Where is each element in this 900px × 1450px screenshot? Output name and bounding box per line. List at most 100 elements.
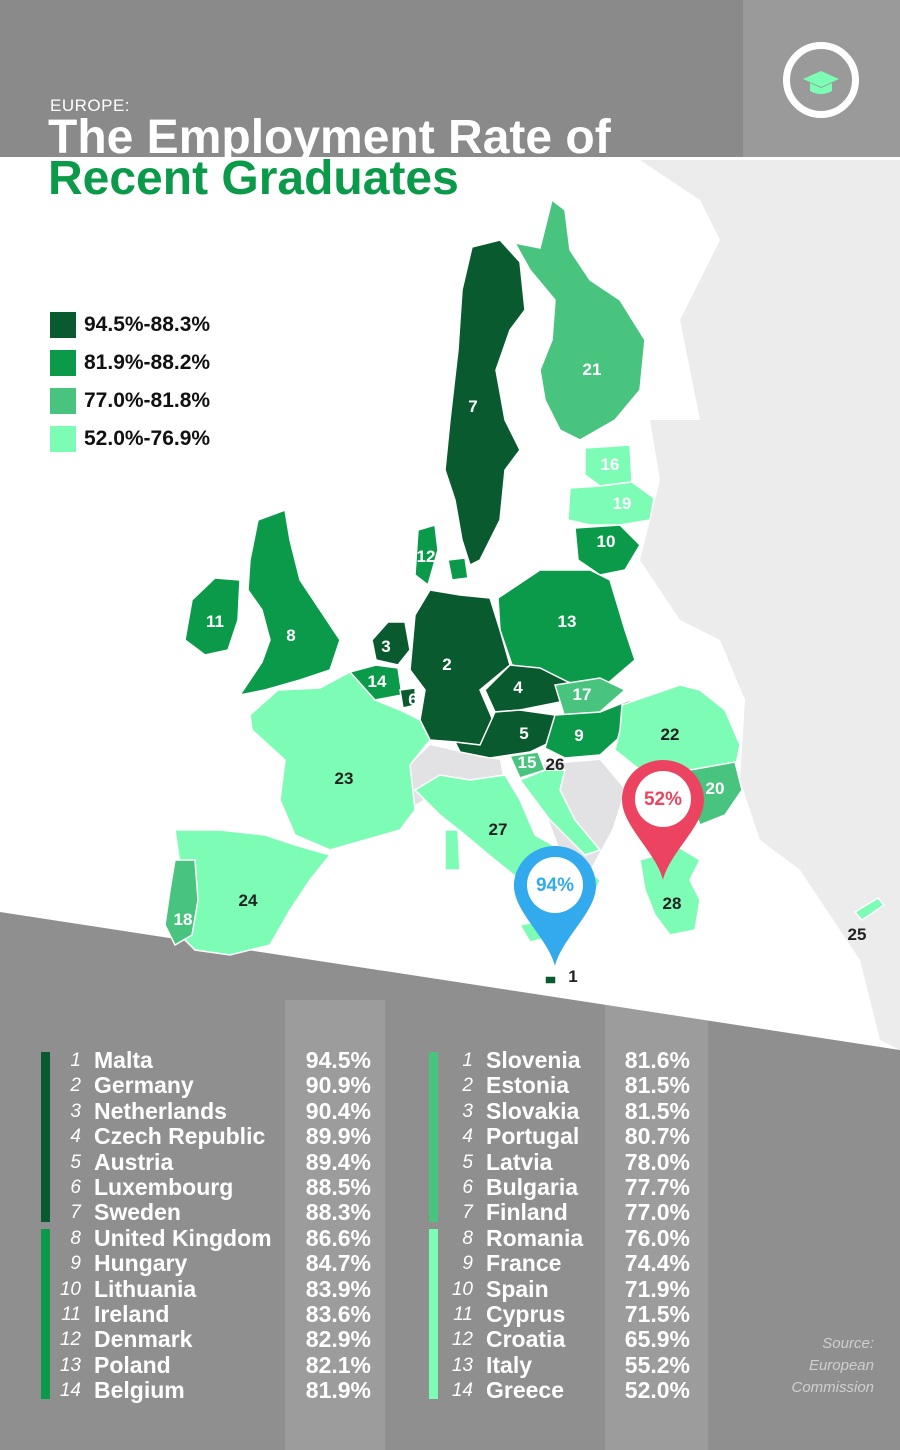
employment-rate: 52.0%: [624, 1377, 690, 1404]
map-label-romania: 22: [660, 725, 680, 744]
map-label-denmark: 12: [416, 547, 436, 566]
pin-marker-red: [622, 760, 704, 880]
rank-number: 13: [59, 1354, 81, 1376]
country-portugal: [164, 859, 199, 947]
employment-rate: 71.9%: [624, 1275, 690, 1302]
source-name-line2: Commission: [791, 1379, 874, 1396]
source-note: Source: European Commission: [770, 1333, 874, 1399]
country-name: Hungary: [94, 1250, 188, 1277]
ranking-row: 10 Spain 71.9%: [435, 1275, 691, 1302]
title-line-1: The Employment Rate of: [48, 112, 611, 157]
rank-number: 8: [462, 1227, 473, 1249]
country-lithuania: [574, 524, 641, 576]
rank-number: 9: [462, 1253, 473, 1275]
rankings-table-right: 1 Slovenia 81.6% 2 Estonia 81.5% 3 Slovakia 81.5…: [435, 1047, 691, 1404]
ranking-row: 2 Estonia 81.5%: [435, 1072, 691, 1099]
legend-swatch: [50, 312, 76, 338]
map-label-croatia: 26: [545, 755, 565, 774]
employment-rate: 88.5%: [305, 1173, 371, 1200]
ranking-row: 13 Italy 55.2%: [435, 1351, 691, 1378]
employment-rate: 55.2%: [624, 1351, 690, 1378]
rank-number: 2: [462, 1075, 473, 1097]
map-label-sweden: 7: [468, 397, 478, 416]
ranking-row: 3 Netherlands 90.4%: [43, 1097, 373, 1124]
country-name: Belgium: [94, 1377, 185, 1404]
rank-number: 13: [451, 1354, 473, 1376]
map-label-hungary: 9: [574, 726, 584, 745]
country-name: Croatia: [486, 1326, 566, 1353]
tier-bar-3: [429, 1052, 438, 1222]
ranking-row: 9 France 74.4%: [435, 1250, 691, 1276]
rankings-table-left: 1 Malta 94.5% 2 Germany 90.9% 3 Netherlands 90.4…: [43, 1047, 373, 1404]
rank-number: 3: [462, 1100, 473, 1122]
ranking-row: 4 Portugal 80.7%: [435, 1123, 691, 1150]
legend-swatch: [50, 350, 76, 376]
ranking-row: 8 Romania 76.0%: [435, 1224, 691, 1251]
employment-rate: 84.7%: [305, 1250, 371, 1277]
rank-number: 14: [451, 1380, 473, 1402]
country-united-kingdom: [238, 508, 341, 697]
country-slovakia: [554, 677, 627, 719]
rank-number: 10: [451, 1278, 473, 1300]
employment-rate: 81.6%: [624, 1047, 690, 1073]
country-name: United Kingdom: [94, 1224, 272, 1251]
employment-rate: 71.5%: [624, 1300, 690, 1327]
ranking-row: 5 Austria 89.4%: [43, 1149, 373, 1175]
country-name: Czech Republic: [94, 1123, 266, 1150]
tier-bar-4: [429, 1229, 438, 1399]
rank-number: 14: [59, 1380, 81, 1402]
employment-rate: 89.9%: [305, 1123, 371, 1150]
country-name: Portugal: [486, 1123, 580, 1150]
country-name: Spain: [486, 1275, 549, 1302]
country-name: Malta: [94, 1047, 153, 1073]
country-name: Greece: [486, 1377, 565, 1404]
ranking-row: 1 Malta 94.5%: [43, 1047, 373, 1073]
country-name: Estonia: [486, 1072, 570, 1099]
legend-swatch: [50, 426, 76, 452]
employment-rate: 90.4%: [305, 1097, 371, 1124]
ranking-row: 6 Luxembourg 88.5%: [43, 1173, 373, 1200]
country-latvia: [567, 481, 655, 526]
logo: [783, 42, 859, 118]
map-label-slovakia: 17: [572, 685, 592, 704]
map-label-greece: 28: [662, 894, 682, 913]
map-label-czech-republic: 4: [513, 678, 523, 697]
rank-number: 11: [453, 1303, 473, 1325]
employment-rate: 86.6%: [305, 1224, 371, 1251]
pin-label-red: 52%: [643, 789, 683, 810]
map-label-bulgaria: 20: [705, 779, 725, 798]
ranking-row: 3 Slovakia 81.5%: [435, 1097, 691, 1124]
map-label-portugal: 18: [173, 910, 193, 929]
tier-bar-2: [41, 1229, 50, 1399]
tier-bar-1: [41, 1052, 50, 1222]
map-label-belgium: 14: [367, 672, 387, 691]
pin-label-blue: 94%: [535, 875, 575, 896]
legend-label: 81.9%-88.2%: [84, 351, 211, 374]
map-label-austria: 5: [519, 724, 529, 743]
map-label-slovenia: 15: [517, 753, 537, 772]
country-name: Denmark: [94, 1326, 193, 1353]
map-label-luxembourg: 6: [408, 690, 418, 709]
ranking-row: 4 Czech Republic 89.9%: [43, 1123, 373, 1150]
legend: 94.5%-88.3% 81.9%-88.2% 77.0%-81.8% 52.0…: [50, 306, 210, 458]
rank-number: 4: [462, 1126, 473, 1148]
title-line-2: Recent Graduates: [48, 152, 459, 205]
country-name: Romania: [486, 1224, 584, 1251]
eyebrow: EUROPE:: [50, 96, 131, 115]
legend-item: 52.0%-76.9%: [50, 420, 210, 458]
country-sweden: [444, 239, 526, 567]
country-name: Sweden: [94, 1199, 181, 1226]
map-label-malta: 1: [568, 967, 578, 986]
legend-item: 81.9%-88.2%: [50, 344, 210, 382]
country-netherlands: [371, 621, 411, 666]
country-name: Slovakia: [486, 1097, 580, 1124]
employment-rate: 77.7%: [624, 1173, 690, 1200]
employment-rate: 88.3%: [305, 1199, 371, 1226]
ranking-row: 14 Belgium 81.9%: [43, 1377, 373, 1404]
country-name: Finland: [486, 1199, 568, 1226]
rank-number: 7: [70, 1202, 81, 1224]
country-name: Germany: [94, 1072, 194, 1099]
rank-number: 1: [70, 1050, 81, 1071]
map-label-lithuania: 10: [596, 532, 616, 551]
